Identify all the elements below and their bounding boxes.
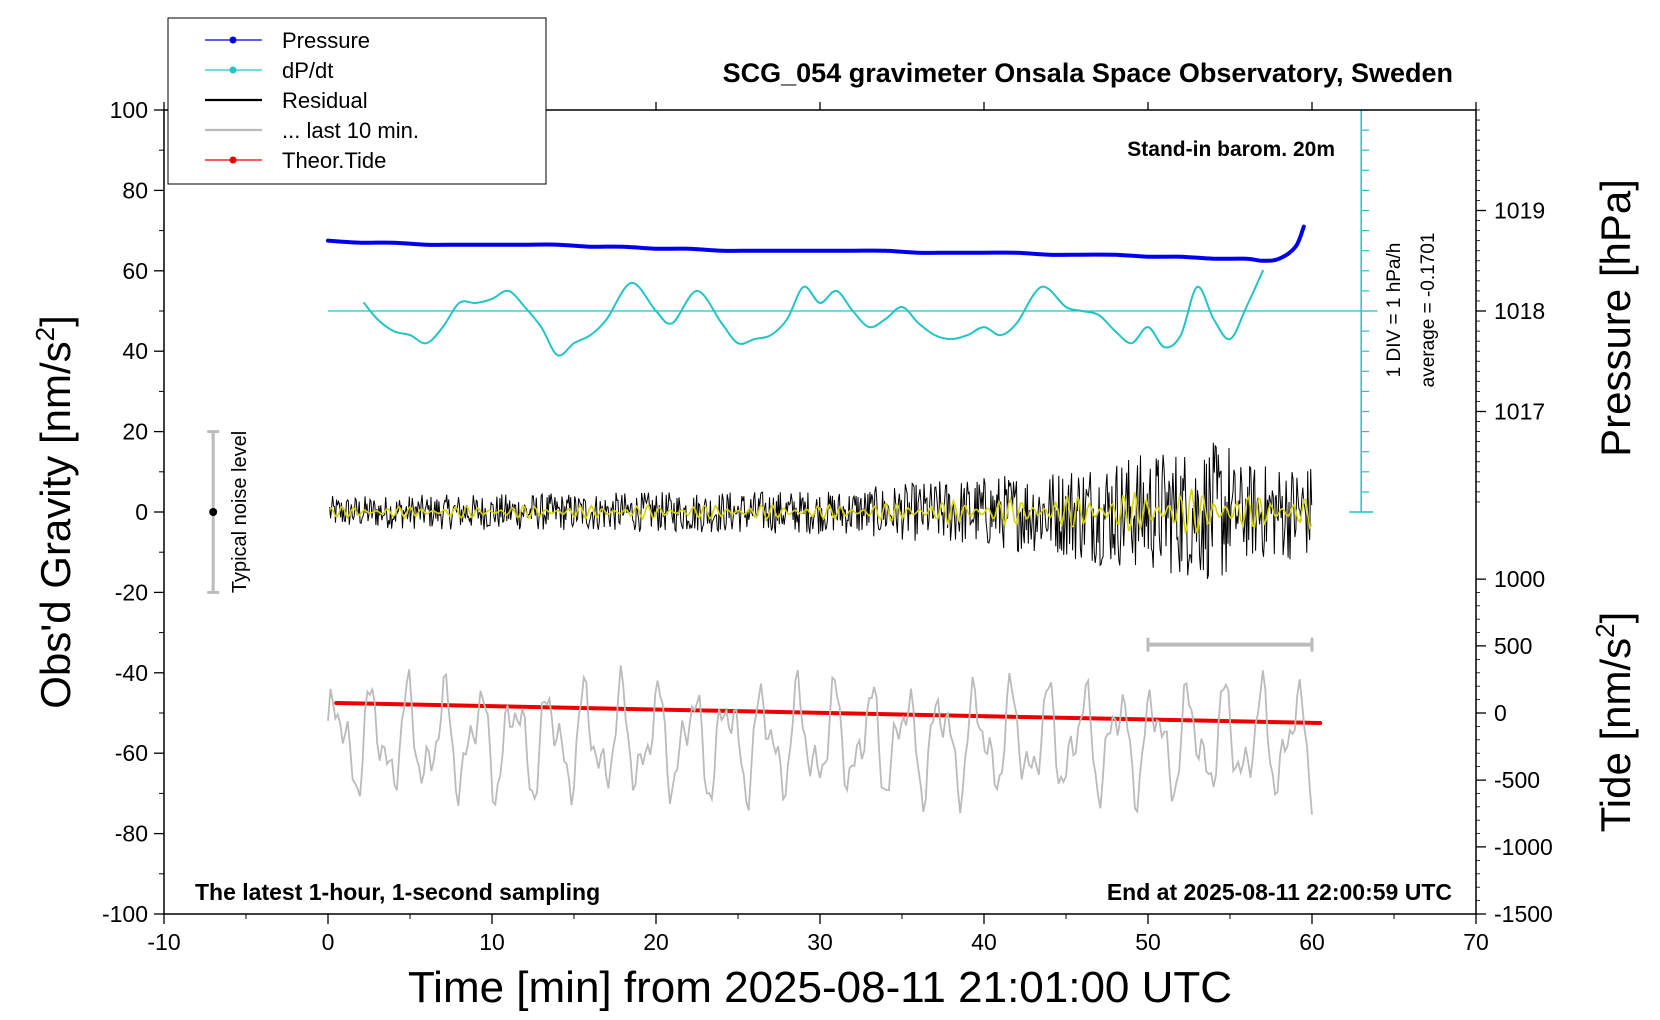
y-tick-label: 100 [110,97,148,123]
noise-level-label: Typical noise level [229,431,251,593]
pressure-tick-label: 1017 [1494,399,1545,425]
legend: Pressure dP/dt Residual ... last 10 min. The… [167,17,547,185]
x-tick-label: 70 [1463,929,1489,955]
y-axis-left-label: Obs'd Gravity [nm/s2] [30,315,79,709]
pressure-axis-label: Pressure [hPa] [1592,179,1639,457]
x-tick-label: 10 [479,929,505,955]
tide-axis-sup: 2 [1590,623,1620,637]
y-tick-label: -100 [102,901,148,927]
chart-title: SCG_054 gravimeter Onsala Space Observat… [723,58,1453,88]
x-tick-label: 0 [322,929,335,955]
legend-items: Pressure dP/dt Residual ... last 10 min. The… [205,28,419,173]
y-tick-label: -40 [115,660,148,686]
noise-bar-dot [209,508,218,516]
dpdt-average-label: average = -0.1701 [1418,233,1439,388]
tide-tick-label: -500 [1494,767,1540,793]
series-line-residual-smoothed [329,488,1313,534]
y-tick-label: -80 [115,821,148,847]
tide-tick-label: 0 [1494,700,1507,726]
x-tick-label: 20 [643,929,669,955]
tide-tick-label: 500 [1494,633,1532,659]
tide-axis-label: Tide [nm/s2] [1590,612,1639,833]
series-line-pressure [326,224,1306,263]
y-axis-left-sup: 2 [30,327,60,341]
x-axis-label: Time [min] from 2025-08-11 21:01:00 UTC [408,963,1232,1012]
legend-label: Residual [282,88,368,113]
dpdt-scale-label: 1 DIV = 1 hPa/h [1384,243,1405,378]
pressure-tick-label: 1018 [1494,298,1545,324]
y-tick-label: -60 [115,740,148,766]
x-tick-label: 50 [1135,929,1161,955]
series-layer [207,110,1378,815]
y-tick-label: 0 [135,499,148,525]
series-line-residual [329,442,1313,580]
legend-dot [229,66,237,74]
x-tick-label: -10 [147,929,180,955]
legend-dot [229,156,237,164]
x-tick-label: 40 [971,929,997,955]
axes-layer: -10 0 10 20 30 40 50 60 70-100-80-60-40-20020406… [102,97,1553,955]
series-line-last10 [327,665,1313,815]
legend-label: Pressure [282,28,370,53]
series-line-theortide [334,701,1323,725]
series-line-dpdt [363,269,1264,357]
y-tick-label: 20 [122,419,148,445]
legend-label: Theor.Tide [282,148,386,173]
y-tick-label: 40 [122,338,148,364]
tide-tick-label: -1000 [1494,834,1553,860]
y-tick-label: 60 [122,258,148,284]
y-tick-label: 80 [122,177,148,203]
tide-tick-label: -1500 [1494,901,1553,927]
stand-in-barom-label: Stand-in barom. 20m [1127,138,1335,161]
x-tick-label: 60 [1299,929,1325,955]
legend-label: ... last 10 min. [282,118,419,143]
legend-label: dP/dt [282,58,333,83]
pressure-tick-label: 1019 [1494,198,1545,224]
legend-dot [229,36,237,44]
y-axis-left-end: ] [32,315,79,327]
y-tick-label: -20 [115,579,148,605]
end-time-label: End at 2025-08-11 22:00:59 UTC [1107,879,1452,905]
tide-axis-end: ] [1592,612,1639,624]
latest-hour-label: The latest 1-hour, 1-second sampling [195,879,600,905]
tide-tick-label: 1000 [1494,566,1545,592]
x-tick-label: 30 [807,929,833,955]
